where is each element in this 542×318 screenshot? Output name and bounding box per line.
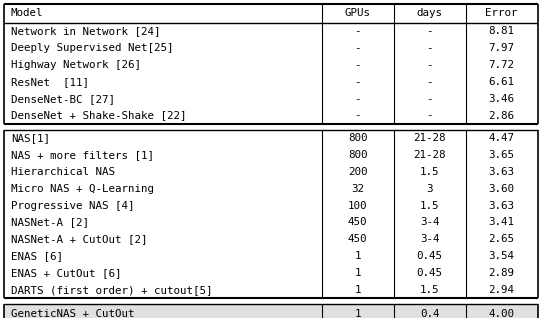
- Text: Hierarchical NAS: Hierarchical NAS: [11, 167, 115, 177]
- Text: 100: 100: [348, 201, 367, 211]
- Text: 1: 1: [354, 268, 361, 278]
- Text: 1.5: 1.5: [420, 167, 440, 177]
- Text: 8.81: 8.81: [489, 26, 515, 36]
- Text: 1: 1: [354, 251, 361, 261]
- Text: Deeply Supervised Net[25]: Deeply Supervised Net[25]: [11, 43, 173, 53]
- Text: 7.72: 7.72: [489, 60, 515, 70]
- Text: NASNet-A [2]: NASNet-A [2]: [11, 218, 89, 227]
- Text: 3: 3: [427, 184, 433, 194]
- Text: Network in Network [24]: Network in Network [24]: [11, 26, 160, 36]
- Text: -: -: [354, 26, 361, 36]
- Text: 2.65: 2.65: [489, 234, 515, 244]
- Text: 3-4: 3-4: [420, 218, 440, 227]
- Text: NAS[1]: NAS[1]: [11, 133, 50, 143]
- Text: -: -: [427, 77, 433, 87]
- Text: 3.63: 3.63: [489, 167, 515, 177]
- Text: 450: 450: [348, 218, 367, 227]
- Text: 6.61: 6.61: [489, 77, 515, 87]
- Text: 3.54: 3.54: [489, 251, 515, 261]
- Text: -: -: [427, 111, 433, 121]
- Text: 32: 32: [351, 184, 364, 194]
- Text: GPUs: GPUs: [345, 8, 371, 18]
- Text: 4.00: 4.00: [489, 308, 515, 318]
- Text: 2.94: 2.94: [489, 285, 515, 295]
- Text: NASNet-A + CutOut [2]: NASNet-A + CutOut [2]: [11, 234, 147, 244]
- Text: days: days: [417, 8, 443, 18]
- Text: 7.97: 7.97: [489, 43, 515, 53]
- Text: 1: 1: [354, 308, 361, 318]
- Text: DenseNet + Shake-Shake [22]: DenseNet + Shake-Shake [22]: [11, 111, 186, 121]
- Text: Error: Error: [486, 8, 518, 18]
- Text: 2.86: 2.86: [489, 111, 515, 121]
- Text: 800: 800: [348, 150, 367, 160]
- Text: 3-4: 3-4: [420, 234, 440, 244]
- Text: 1: 1: [354, 285, 361, 295]
- Text: 3.41: 3.41: [489, 218, 515, 227]
- Text: Micro NAS + Q-Learning: Micro NAS + Q-Learning: [11, 184, 154, 194]
- Text: Model: Model: [11, 8, 43, 18]
- Text: -: -: [354, 77, 361, 87]
- Text: -: -: [427, 94, 433, 104]
- Text: 450: 450: [348, 234, 367, 244]
- Text: -: -: [427, 60, 433, 70]
- Text: ENAS + CutOut [6]: ENAS + CutOut [6]: [11, 268, 121, 278]
- Text: ResNet  [11]: ResNet [11]: [11, 77, 89, 87]
- Text: 3.65: 3.65: [489, 150, 515, 160]
- Text: 21-28: 21-28: [414, 150, 446, 160]
- Text: -: -: [354, 94, 361, 104]
- Text: 1.5: 1.5: [420, 201, 440, 211]
- Text: DenseNet-BC [27]: DenseNet-BC [27]: [11, 94, 115, 104]
- Text: DARTS (first order) + cutout[5]: DARTS (first order) + cutout[5]: [11, 285, 212, 295]
- Text: 3.60: 3.60: [489, 184, 515, 194]
- Text: 0.45: 0.45: [417, 268, 443, 278]
- Text: 800: 800: [348, 133, 367, 143]
- Text: 200: 200: [348, 167, 367, 177]
- Text: -: -: [354, 43, 361, 53]
- Text: 2.89: 2.89: [489, 268, 515, 278]
- Text: 0.4: 0.4: [420, 308, 440, 318]
- Bar: [4, 304, 538, 318]
- Text: 3.46: 3.46: [489, 94, 515, 104]
- Text: 1.5: 1.5: [420, 285, 440, 295]
- Text: NAS + more filters [1]: NAS + more filters [1]: [11, 150, 154, 160]
- Text: -: -: [354, 60, 361, 70]
- Text: -: -: [354, 111, 361, 121]
- Text: 4.47: 4.47: [489, 133, 515, 143]
- Text: 3.63: 3.63: [489, 201, 515, 211]
- Text: ENAS [6]: ENAS [6]: [11, 251, 63, 261]
- Text: Progressive NAS [4]: Progressive NAS [4]: [11, 201, 134, 211]
- Text: 0.45: 0.45: [417, 251, 443, 261]
- Text: -: -: [427, 43, 433, 53]
- Text: -: -: [427, 26, 433, 36]
- Text: 21-28: 21-28: [414, 133, 446, 143]
- Text: Highway Network [26]: Highway Network [26]: [11, 60, 141, 70]
- Text: GeneticNAS + CutOut: GeneticNAS + CutOut: [11, 308, 134, 318]
